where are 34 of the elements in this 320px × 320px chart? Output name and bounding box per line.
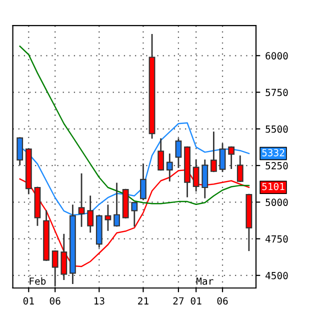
y-tick-label: 4750 <box>266 235 288 243</box>
x-tick-label: 01 <box>23 297 34 305</box>
candlestick <box>78 173 85 227</box>
y-tick-label: 6000 <box>266 52 288 60</box>
annotation: Feb <box>30 277 46 285</box>
annotation: Mar <box>196 278 214 285</box>
x-tick-label: 06 <box>217 297 228 305</box>
data-label: 5101 <box>262 182 284 190</box>
x-tick-label: 01 <box>190 297 202 305</box>
line-series <box>19 46 250 205</box>
y-tick-label: 5750 <box>266 88 288 96</box>
candlestick <box>140 164 146 200</box>
y-tick-label: 5250 <box>266 162 288 170</box>
x-tick-label: 06 <box>50 297 60 305</box>
candlestick <box>114 182 120 227</box>
candlestick <box>87 196 94 233</box>
candlestick <box>175 138 182 168</box>
candlestick <box>104 204 112 231</box>
candlestick <box>210 132 217 172</box>
y-tick-label: 5500 <box>266 125 288 133</box>
candlestick <box>228 146 235 169</box>
x-tick-label: 13 <box>94 297 104 305</box>
x-tick-label: 27 <box>173 297 184 304</box>
y-tick-label: 5000 <box>266 198 288 206</box>
y-tick-label: 4500 <box>266 272 288 280</box>
candlestick <box>158 138 164 171</box>
candlestick <box>219 143 226 172</box>
candlestick <box>52 250 58 286</box>
data-label: 5332 <box>262 148 284 156</box>
candlestick <box>16 137 24 166</box>
candlestick <box>166 154 173 182</box>
candlestick <box>202 160 208 198</box>
candlestick <box>131 202 138 227</box>
x-tick-label: 21 <box>138 297 148 304</box>
